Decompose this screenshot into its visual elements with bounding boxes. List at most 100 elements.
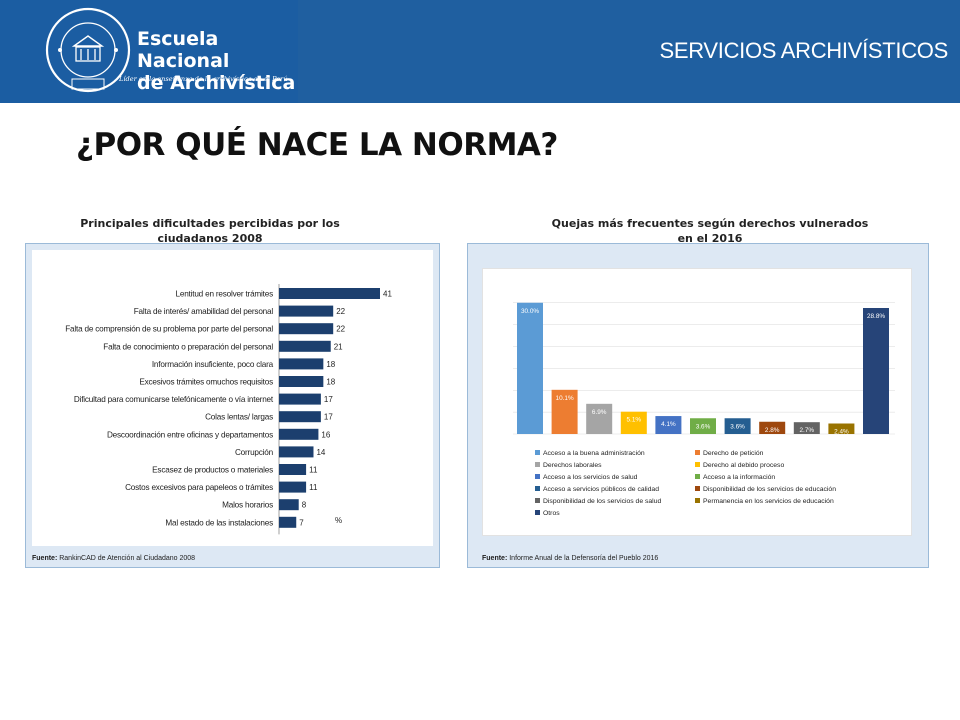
- hbar-value-label: 18: [326, 360, 335, 369]
- hbar-category-label: Información insuficiente, poco clara: [152, 360, 274, 369]
- vbar-bar: [655, 416, 682, 434]
- vbar-value-label: 28.8%: [867, 313, 885, 320]
- vbar-bar: [517, 302, 543, 434]
- legend-swatch: [695, 474, 700, 479]
- legend-swatch: [535, 462, 540, 467]
- hbar-category-label: Escasez de productos o materiales: [152, 466, 273, 475]
- legend-swatch: [695, 462, 700, 467]
- hbar-unit-label: %: [335, 516, 342, 525]
- legend-swatch: [695, 450, 700, 455]
- vbar-value-label: 2.4%: [834, 429, 849, 436]
- hbar-bar: [279, 340, 331, 352]
- hbar-bar: [279, 305, 334, 317]
- header-bar: Escuela Nacional de Archivística Líder e…: [0, 0, 960, 103]
- legend-label: Otros: [543, 510, 560, 517]
- vbar-bar: [724, 418, 751, 434]
- left-chart-title: Principales dificultades percibidas por …: [40, 216, 380, 246]
- hbar-value-label: 17: [324, 395, 333, 404]
- left-source-text: RankinCAD de Atención al Ciudadano 2008: [59, 555, 196, 562]
- vbar-bar: [793, 422, 820, 434]
- legend-label: Disponibilidad de los servicios de educa…: [703, 486, 836, 493]
- hbar-category-label: Costos excesivos para papeleos o trámite…: [125, 483, 273, 492]
- legend-label: Disponibilidad de los servicios de salud: [543, 498, 661, 505]
- vbar-value-label: 2.8%: [765, 427, 780, 434]
- vbar-bar: [759, 421, 786, 434]
- hbar-value-label: 21: [334, 342, 343, 351]
- hbar-category-label: Lentitud en resolver trámites: [175, 290, 273, 299]
- vbar-value-label: 2.7%: [800, 427, 815, 434]
- hbar-bar: [279, 428, 319, 440]
- hbar-value-label: 22: [336, 307, 345, 316]
- hbar-category-label: Mal estado de las instalaciones: [165, 518, 273, 527]
- hbar-category-label: Malos horarios: [222, 501, 273, 510]
- left-chart-title-line2: ciudadanos 2008: [157, 232, 263, 245]
- logo-title-line2: de Archivística: [137, 72, 296, 94]
- hbar-bar: [279, 499, 299, 511]
- hbar-bar: [279, 376, 324, 387]
- logo-tagline: Líder en la enseñanza de la archivística…: [119, 75, 288, 83]
- logo-title-line1: Escuela Nacional: [137, 28, 230, 72]
- right-chart-title: Quejas más frecuentes según derechos vul…: [500, 216, 920, 246]
- legend-label: Acceso a los servicios de salud: [543, 474, 638, 481]
- legend-label: Derecho al debido proceso: [703, 462, 784, 469]
- legend-swatch: [695, 498, 700, 503]
- hbar-bar: [279, 393, 321, 405]
- hbar-bar: [279, 411, 321, 423]
- vbar-bar: [551, 389, 578, 434]
- hbar-category-label: Colas lentas/ largas: [205, 413, 273, 422]
- hbar-bar: [279, 358, 324, 370]
- left-source-label: Fuente:: [32, 555, 58, 562]
- logo: Escuela Nacional de Archivística Líder e…: [0, 0, 298, 103]
- vbar-value-label: 3.6%: [696, 423, 711, 430]
- hbar-bar: [279, 481, 307, 493]
- vbar-value-label: 3.6%: [730, 423, 745, 430]
- legend-swatch: [535, 510, 540, 515]
- hbar-category-label: Descoordinación entre oficinas y departa…: [107, 430, 273, 439]
- hbar-bar: [279, 446, 314, 458]
- hbar-category-label: Corrupción: [235, 448, 274, 457]
- left-chart-area: Lentitud en resolver trámites 41 Falta de …: [32, 250, 433, 546]
- legend-swatch: [535, 498, 540, 503]
- hbar-bar: [279, 288, 380, 299]
- hbar-category-label: Falta de conocimiento o preparación del …: [103, 342, 273, 351]
- hbar-bar: [279, 323, 334, 335]
- hbar-category-label: Falta de comprensión de su problema por …: [65, 325, 273, 334]
- vbar-value-label: 30.0%: [521, 308, 539, 315]
- right-chart-title-line1: Quejas más frecuentes según derechos vul…: [551, 217, 869, 230]
- vbar-bar: [586, 403, 613, 434]
- legend-swatch: [535, 486, 540, 491]
- horizontal-bar-chart: Lentitud en resolver trámites 41 Falta de …: [65, 284, 392, 535]
- hbar-value-label: 7: [299, 518, 304, 527]
- vbar-bar: [690, 418, 716, 434]
- vbar-value-label: 5.1%: [627, 417, 642, 424]
- hbar-value-label: 14: [316, 448, 325, 457]
- hbar-value-label: 11: [309, 466, 318, 475]
- hbar-value-label: 11: [309, 483, 318, 492]
- vbar-value-label: 10.1%: [556, 395, 574, 402]
- legend-swatch: [695, 486, 700, 491]
- logo-title: Escuela Nacional de Archivística: [137, 28, 298, 94]
- vbar-bar: [828, 423, 855, 434]
- institution-seal-icon: [45, 7, 131, 93]
- hbar-value-label: 16: [321, 430, 330, 439]
- hbar-category-label: Dificultad para comunicarse telefónicame…: [74, 395, 274, 404]
- hbar-value-label: 17: [324, 413, 333, 422]
- legend-label: Acceso a servicios públicos de calidad: [543, 486, 659, 493]
- left-chart-panel: Lentitud en resolver trámites 41 Falta de …: [25, 243, 440, 568]
- hbar-value-label: 22: [336, 325, 345, 334]
- left-chart-source: Fuente: RankinCAD de Atención al Ciudada…: [32, 555, 195, 562]
- hbar-bar: [279, 464, 307, 475]
- legend-label: Acceso a la buena administración: [543, 450, 645, 457]
- legend-label: Derechos laborales: [543, 462, 602, 469]
- section-title: SERVICIOS ARCHIVÍSTICOS: [659, 38, 948, 63]
- left-chart-title-line1: Principales dificultades percibidas por …: [80, 217, 340, 230]
- vbar-value-label: 4.1%: [661, 421, 676, 428]
- legend-swatch: [535, 450, 540, 455]
- legend-swatch: [535, 474, 540, 479]
- right-chart-area: 30.0% 10.1% 6.9% 5.1% 4.1% 3.6% 3.6% 2.8% 2.7% 2.…: [482, 268, 912, 536]
- right-source-text: Informe Anual de la Defensoría del Puebl…: [509, 555, 659, 562]
- hbar-category-label: Excesivos trámites omuchos requisitos: [139, 378, 273, 387]
- legend-label: Derecho de petición: [703, 450, 764, 457]
- hbar-value-label: 8: [302, 501, 307, 510]
- legend-label: Acceso a la información: [703, 474, 775, 481]
